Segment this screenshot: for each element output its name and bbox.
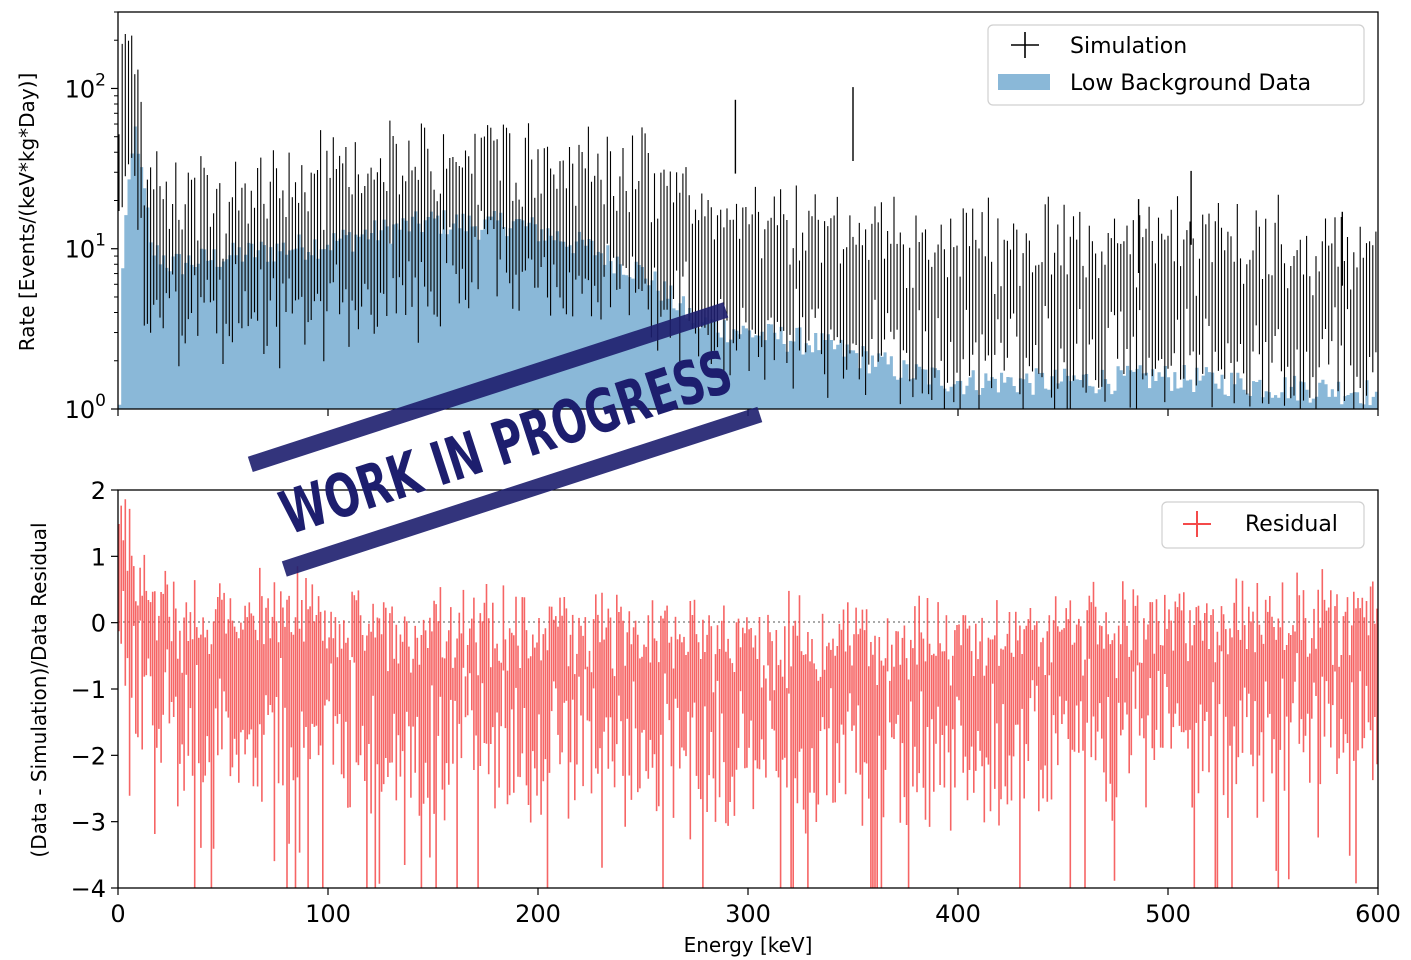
top-y-axis-label: Rate [Events/(keV*kg*Day)] xyxy=(15,73,39,352)
residual-legend-marker xyxy=(1183,511,1211,537)
bottom-legend: Residual xyxy=(1161,501,1365,549)
bottom-y-tick-label: 2 xyxy=(91,477,106,505)
bottom-y-tick-label: −2 xyxy=(71,742,106,770)
bottom-x-tick-label: 300 xyxy=(725,900,771,928)
top-y-tick-label: 102 xyxy=(65,70,106,103)
bottom-x-tick-label: 100 xyxy=(305,900,351,928)
simulation-legend-label: Simulation xyxy=(1070,34,1187,59)
bottom-y-ticks: 2 1 0 −1 −2 −3 −4 xyxy=(71,477,118,903)
bottom-y-tick-label: −1 xyxy=(71,676,106,704)
bottom-y-tick-label: 0 xyxy=(91,610,106,638)
bottom-x-tick-label: 400 xyxy=(935,900,981,928)
simulation-legend-marker xyxy=(1011,32,1039,58)
top-panel: 100 101 102 Rate [Events/(keV*kg*Day)] Sim… xyxy=(15,11,1379,424)
bottom-x-tick-label: 200 xyxy=(515,900,561,928)
bottom-panel: 2 1 0 −1 −2 −3 −4 0 100 200 300 400 500 600 (Data - … xyxy=(27,477,1401,957)
data-legend-swatch xyxy=(998,74,1050,90)
bottom-y-tick-label: −4 xyxy=(71,875,106,903)
data-legend-label: Low Background Data xyxy=(1070,71,1311,96)
residual-errorbars xyxy=(118,499,1378,888)
low-background-data-histogram xyxy=(118,126,1378,409)
top-y-tick-label: 101 xyxy=(65,231,106,264)
bottom-x-tick-label: 500 xyxy=(1145,900,1191,928)
bottom-y-axis-label: (Data - Simulation)/Data Residual xyxy=(27,522,51,857)
data-histogram-area xyxy=(118,126,1378,409)
simulation-errorbars xyxy=(118,34,1377,409)
bottom-x-ticks: 0 100 200 300 400 500 600 xyxy=(110,888,1401,928)
bottom-x-tick-label: 600 xyxy=(1355,900,1401,928)
bottom-x-tick-label: 0 xyxy=(110,900,125,928)
residual-legend-label: Residual xyxy=(1245,512,1338,537)
top-y-ticks: 100 101 102 xyxy=(65,11,118,424)
top-legend: Simulation Low Background Data xyxy=(987,24,1365,106)
x-axis-label: Energy [keV] xyxy=(684,933,813,957)
stamp-bar-bottom xyxy=(281,406,763,577)
bottom-y-tick-label: −3 xyxy=(71,809,106,837)
stamp-bar-top xyxy=(247,302,729,472)
bottom-y-tick-label: 1 xyxy=(91,543,106,571)
top-y-tick-label: 100 xyxy=(65,391,106,424)
